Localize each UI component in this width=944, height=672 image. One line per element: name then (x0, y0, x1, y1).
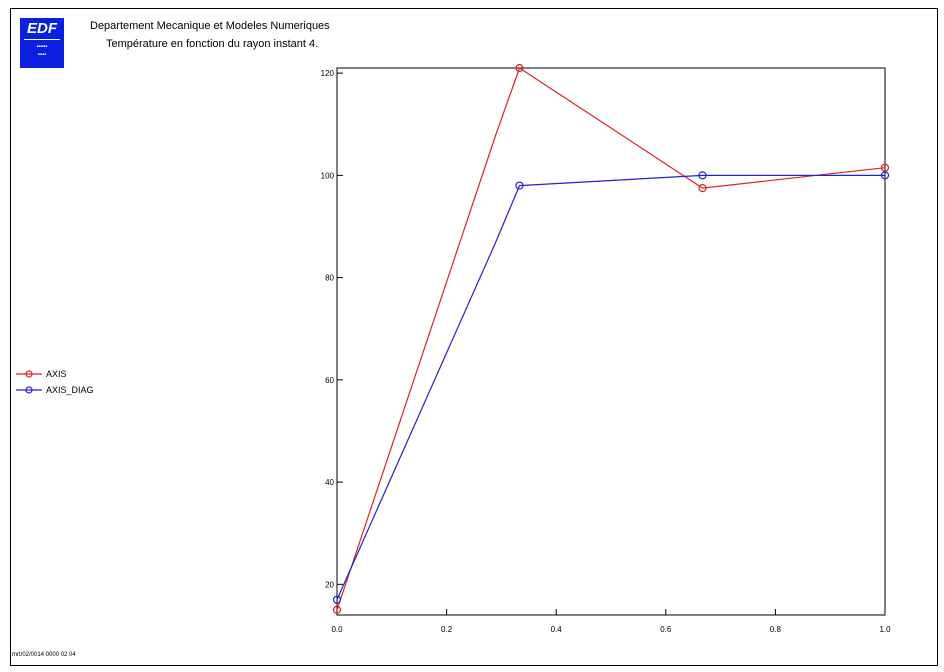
series-line-axis (336, 67, 886, 611)
x-tick-label: 0.0 (331, 625, 343, 634)
y-tick-label: 100 (321, 171, 335, 180)
y-tick-label: 20 (325, 580, 334, 589)
page-frame (10, 8, 938, 666)
chart-subtitle: Température en fonction du rayon instant… (106, 38, 319, 50)
x-tick-label: 0.2 (441, 625, 453, 634)
data-point (515, 63, 524, 73)
page-title: Departement Mecanique et Modeles Numeriq… (90, 20, 330, 32)
chart-legend: AXIS AXIS_DIAG (16, 366, 94, 398)
data-point (698, 171, 707, 180)
plot-area (336, 67, 886, 616)
data-point (698, 184, 707, 193)
legend-swatch-axis-diag (16, 386, 42, 394)
x-tick-label: 0.6 (660, 625, 672, 634)
x-tick-label: 1.0 (879, 625, 891, 634)
data-point (332, 605, 342, 614)
data-point (332, 595, 342, 604)
legend-label-axis: AXIS (46, 369, 67, 379)
logo-text: EDF (27, 20, 57, 37)
footer-code: mrt/02/0014 0000 02 04 (12, 652, 76, 658)
y-tick-label: 40 (325, 478, 334, 487)
legend-label-axis-diag: AXIS_DIAG (46, 385, 94, 395)
logo-subtext: ▪▪▪▪▪ ▪▪▪▪ (36, 44, 48, 58)
data-point (880, 163, 890, 172)
logo-divider (24, 39, 60, 40)
legend-swatch-axis (16, 370, 42, 378)
legend-item-axis: AXIS (16, 366, 94, 382)
data-point (880, 171, 890, 180)
y-tick-label: 60 (325, 376, 334, 385)
x-tick-label: 0.4 (551, 625, 563, 634)
series-line-axis-diag (336, 174, 885, 600)
data-point (515, 181, 524, 190)
y-tick-label: 80 (325, 274, 334, 283)
y-tick-label: 120 (321, 69, 335, 78)
x-tick-label: 0.8 (770, 625, 782, 634)
legend-item-axis-diag: AXIS_DIAG (16, 382, 94, 398)
edf-logo: EDF ▪▪▪▪▪ ▪▪▪▪ (20, 18, 64, 68)
